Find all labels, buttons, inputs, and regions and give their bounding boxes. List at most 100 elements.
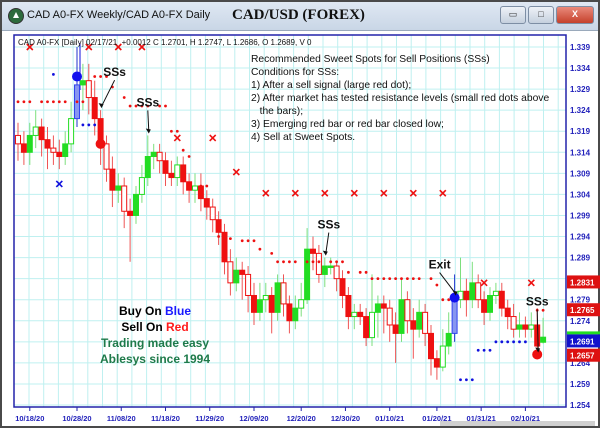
annotation-label: SSs	[526, 294, 549, 308]
sell-label: Sell On	[121, 320, 166, 334]
minimize-button[interactable]: ▭	[500, 6, 526, 24]
chart-title: CAD/USD (FOREX)	[232, 7, 365, 23]
candle-body	[156, 151, 163, 162]
resistance-dot	[417, 277, 421, 281]
candle	[239, 261, 246, 300]
resistance-dot	[311, 260, 315, 264]
candle	[20, 131, 27, 165]
candle	[203, 190, 210, 220]
candle-body	[481, 299, 488, 313]
candle	[498, 282, 505, 317]
candle	[339, 270, 346, 309]
sweet-spot-notes: Recommended Sweet Spots for Sell Positio…	[251, 53, 549, 144]
candle	[85, 63, 92, 115]
resistance-dot	[341, 260, 344, 264]
candle-body	[327, 265, 334, 269]
candle-body	[20, 143, 27, 153]
arrowhead-icon	[535, 347, 541, 353]
candle-body	[162, 160, 169, 174]
candle-body	[386, 307, 393, 326]
resistance-dot	[364, 270, 368, 274]
x-stroke	[321, 189, 329, 197]
x-stroke	[409, 189, 417, 197]
candle-body	[516, 324, 523, 330]
candle	[286, 295, 293, 334]
candle-body	[91, 97, 98, 120]
y-tick-label: 1.264	[570, 359, 591, 368]
promo-text: Buy On Blue Sell On Red Trading made eas…	[80, 303, 230, 367]
notes-item: the bars);	[251, 106, 304, 117]
horizontal-scrollbar[interactable]	[440, 421, 595, 426]
candle	[26, 122, 33, 165]
x-stroke	[380, 189, 388, 197]
candle-body	[363, 316, 370, 339]
candle-body	[540, 336, 547, 343]
red-x-icon	[138, 43, 146, 51]
candle-body	[404, 299, 411, 322]
candle-body	[498, 290, 505, 309]
candle	[156, 143, 163, 174]
candle-body	[85, 80, 92, 99]
candle	[510, 303, 517, 338]
candle-body	[180, 164, 187, 183]
red-x-icon	[409, 189, 417, 197]
support-dot	[488, 348, 492, 352]
candle-body	[127, 210, 134, 216]
candle-body	[410, 320, 417, 330]
annotation-arrow	[101, 79, 116, 107]
candle	[62, 131, 69, 165]
resistance-dot	[205, 184, 209, 188]
x-stroke	[26, 43, 34, 51]
resistance-dot	[46, 100, 49, 104]
resistance-dot	[541, 308, 545, 312]
x-tick-label: 10/18/20	[15, 414, 44, 423]
support-dot	[93, 123, 97, 127]
candle	[528, 312, 535, 338]
maximize-button[interactable]: □	[528, 6, 554, 24]
candle	[127, 198, 134, 262]
resistance-dot	[335, 260, 338, 264]
candle-body	[133, 193, 139, 216]
x-stroke	[55, 180, 63, 188]
title-bar[interactable]: CAD A0-FX Weekly/CAD A0-FX Daily CAD/USD…	[2, 2, 598, 31]
red-x-icon	[85, 43, 93, 51]
candle-body	[233, 269, 240, 284]
resistance-dot	[52, 100, 55, 104]
candle	[386, 299, 393, 342]
candle	[280, 274, 287, 317]
candle	[121, 177, 128, 229]
candle	[174, 156, 181, 186]
resistance-dot	[229, 237, 232, 241]
grid	[14, 35, 566, 407]
candle	[144, 135, 151, 186]
candle-body	[439, 345, 446, 368]
candle	[115, 173, 122, 203]
candle-body	[50, 147, 57, 153]
candle-body	[174, 164, 181, 179]
candle	[416, 299, 423, 338]
resistance-dot	[270, 251, 274, 255]
x-stroke	[209, 134, 217, 142]
close-button[interactable]: X	[556, 6, 594, 24]
x-stroke	[527, 279, 535, 287]
x-tick-label: 12/20/20	[287, 414, 316, 423]
support-dot	[52, 72, 55, 76]
candle-body	[298, 299, 305, 309]
red-x-icon	[480, 279, 488, 287]
candle	[363, 308, 370, 347]
y-tick-label: 1.339	[570, 43, 591, 52]
candle-body	[504, 307, 511, 318]
candle-body	[144, 156, 151, 179]
candle-body	[192, 185, 198, 191]
candle	[227, 249, 234, 296]
red-x-icon	[209, 134, 217, 142]
candle-body	[315, 252, 322, 275]
sell-signal-dot	[532, 349, 543, 360]
resistance-dot	[394, 277, 397, 281]
candle	[369, 274, 375, 347]
candle	[504, 299, 511, 330]
resistance-dot	[99, 75, 102, 78]
resistance-dot	[435, 283, 439, 287]
y-tick-label: 1.324	[570, 106, 591, 115]
